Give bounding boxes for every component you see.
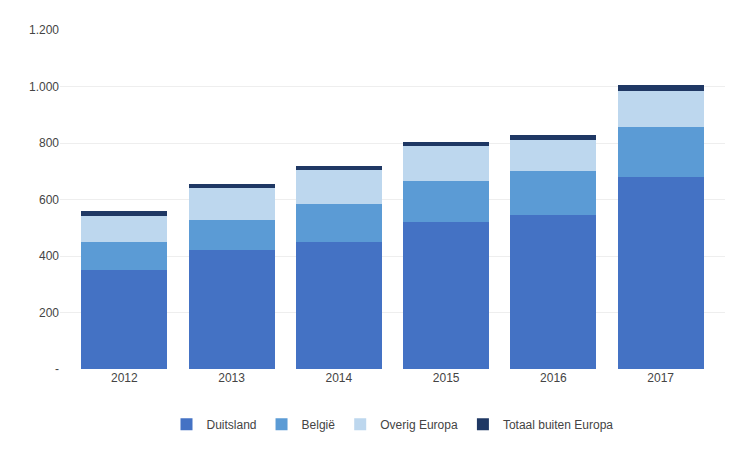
svg-text:2014: 2014 <box>326 371 353 385</box>
svg-text:Duitsland: Duitsland <box>207 418 257 432</box>
svg-text:400: 400 <box>39 249 59 263</box>
svg-text:800: 800 <box>39 136 59 150</box>
svg-text:600: 600 <box>39 193 59 207</box>
svg-text:-: - <box>55 362 59 376</box>
svg-text:2017: 2017 <box>647 371 674 385</box>
svg-text:België: België <box>302 418 336 432</box>
svg-text:1.000: 1.000 <box>29 80 59 94</box>
svg-text:2013: 2013 <box>218 371 245 385</box>
svg-text:Totaal buiten Europa: Totaal buiten Europa <box>503 418 613 432</box>
svg-text:2016: 2016 <box>540 371 567 385</box>
svg-text:2015: 2015 <box>433 371 460 385</box>
svg-text:1.200: 1.200 <box>29 23 59 37</box>
svg-text:2012: 2012 <box>111 371 138 385</box>
svg-text:200: 200 <box>39 306 59 320</box>
svg-text:Overig Europa: Overig Europa <box>380 418 458 432</box>
